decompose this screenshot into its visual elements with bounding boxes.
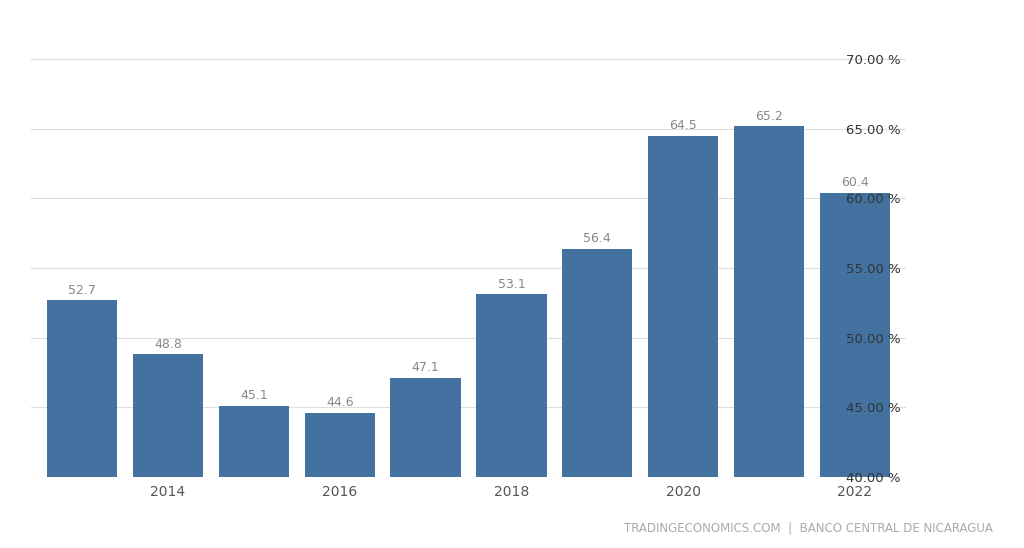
- Text: 56.4: 56.4: [584, 232, 611, 245]
- Text: 45.1: 45.1: [240, 389, 267, 402]
- Text: 44.6: 44.6: [326, 396, 353, 409]
- Bar: [304, 413, 375, 548]
- Text: 53.1: 53.1: [498, 278, 525, 291]
- Bar: [562, 248, 633, 548]
- Bar: [47, 300, 118, 548]
- Text: TRADINGECONOMICS.COM  |  BANCO CENTRAL DE NICARAGUA: TRADINGECONOMICS.COM | BANCO CENTRAL DE …: [625, 521, 993, 534]
- Text: 60.4: 60.4: [841, 176, 868, 190]
- Bar: [133, 355, 203, 548]
- Text: 52.7: 52.7: [69, 283, 96, 296]
- Text: 64.5: 64.5: [670, 119, 697, 132]
- Bar: [819, 193, 890, 548]
- Bar: [734, 126, 804, 548]
- Bar: [476, 294, 547, 548]
- Text: 48.8: 48.8: [155, 338, 182, 351]
- Text: 65.2: 65.2: [755, 110, 782, 123]
- Bar: [648, 136, 718, 548]
- Bar: [219, 406, 289, 548]
- Text: 47.1: 47.1: [412, 362, 439, 374]
- Bar: [390, 378, 461, 548]
